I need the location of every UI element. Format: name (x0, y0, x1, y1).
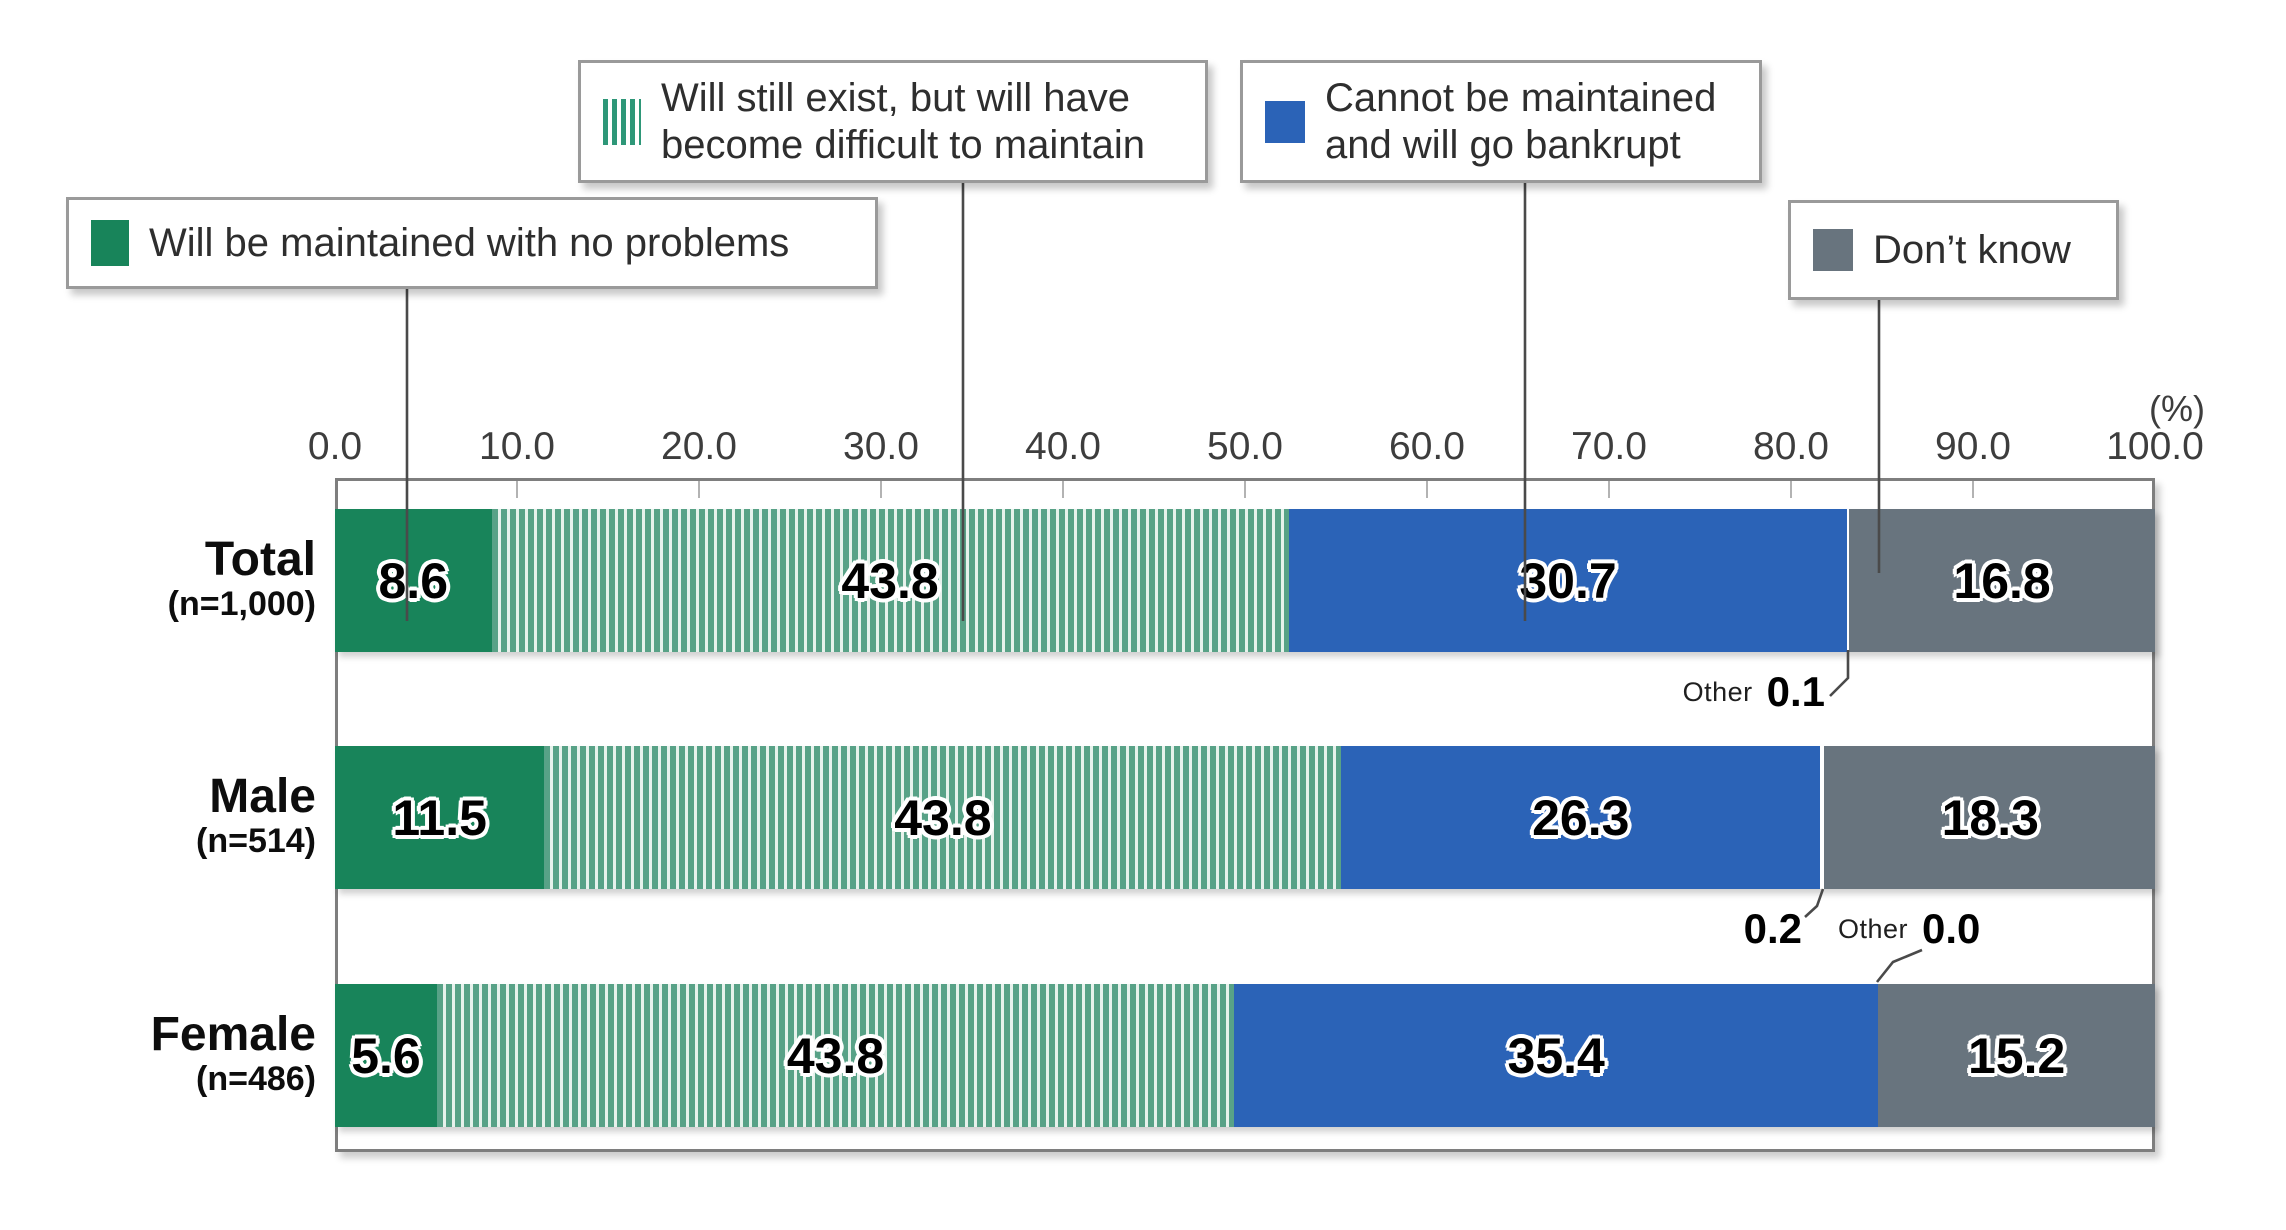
bar-segment-female-difficult: 43.8 (436, 984, 1235, 1127)
legend-no-problems: Will be maintained with no problems (66, 197, 878, 289)
row-label-main: Male (209, 770, 316, 824)
bar-segment-male-difficult: 43.8 (544, 746, 1342, 889)
bar-value-label: 35.4 (1507, 1027, 1605, 1084)
axis-tick-label: 50.0 (1207, 425, 1283, 468)
axis-tick-label: 80.0 (1753, 425, 1829, 468)
legend-bankrupt: Cannot be maintained and will go bankrup… (1240, 60, 1762, 183)
axis-tick-mark (1972, 481, 1974, 498)
row-label-female: Female (n=486) (0, 984, 316, 1127)
legend-swatch-bankrupt-icon (1265, 100, 1305, 143)
bar-value-label: 16.8 (1953, 552, 2051, 609)
axis-tick-mark (1426, 481, 1428, 498)
bar-value-label: 15.2 (1967, 1027, 2066, 1084)
bar-segment-total-dont_know: 16.8 (1849, 509, 2155, 652)
axis-tick-label: 20.0 (661, 425, 737, 468)
axis-tick-mark (698, 481, 700, 498)
bar-total: 8.6 43.8 30.7 16.8 (335, 509, 2155, 652)
row-label-main: Total (204, 533, 316, 587)
legend-dont-know-label: Don’t know (1873, 227, 2071, 272)
legend-swatch-no-problems-icon (91, 220, 129, 266)
axis-tick-label: 0.0 (307, 425, 363, 468)
callout-other-word: Other (1682, 676, 1753, 707)
bar-segment-male-no_problems: 11.5 (335, 746, 545, 889)
legend-bankrupt-label: Cannot be maintained and will go bankrup… (1325, 75, 1717, 167)
bar-value-label: 5.6 (351, 1027, 421, 1084)
bar-value-label: 43.8 (841, 552, 939, 609)
bar-female: 5.6 43.8 35.4 15.2 (335, 984, 2155, 1127)
row-sample-size: (n=1,000) (167, 585, 316, 624)
bar-segment-total-difficult: 43.8 (491, 509, 1289, 652)
legend-no-problems-label: Will be maintained with no problems (149, 220, 790, 265)
axis-tick-label: 90.0 (1935, 425, 2011, 468)
axis-tick-mark (1244, 481, 1246, 498)
bar-segment-female-bankrupt: 35.4 (1234, 984, 1879, 1127)
bar-value-label: 11.5 (392, 789, 487, 846)
row-label-main: Female (150, 1008, 316, 1062)
row-sample-size: (n=486) (196, 1060, 316, 1099)
axis-tick-mark (516, 481, 518, 498)
bar-segment-female-dont_know: 15.2 (1878, 984, 2155, 1127)
callout-other-total: Other 0.1 (1540, 668, 1825, 716)
bar-value-label: 30.7 (1519, 552, 1617, 609)
row-sample-size: (n=514) (196, 822, 316, 861)
axis-unit-label: (%) (2149, 388, 2205, 429)
bar-value-label: 26.3 (1532, 789, 1630, 846)
callout-other-value-total: 0.1 (1766, 668, 1825, 715)
row-label-male: Male (n=514) (0, 746, 316, 889)
bar-segment-total-no_problems: 8.6 (335, 509, 492, 652)
axis-tick-label: 60.0 (1389, 425, 1465, 468)
axis-tick-label: 30.0 (843, 425, 919, 468)
legend-swatch-dont-know-icon (1813, 229, 1853, 271)
bar-segment-female-no_problems: 5.6 (335, 984, 437, 1127)
axis-tick-label: 100.0 (2106, 425, 2204, 468)
legend-difficult-label: Will still exist, but will have become d… (661, 75, 1145, 167)
axis-tick-mark (1790, 481, 1792, 498)
bar-male: 11.5 43.8 26.3 18.3 (335, 746, 2155, 889)
axis-tick-mark (1062, 481, 1064, 498)
legend-swatch-difficult-striped-icon (603, 98, 641, 145)
bar-value-label: 8.6 (378, 552, 449, 609)
bar-segment-male-dont_know: 18.3 (1823, 746, 2155, 889)
axis-tick-mark (1608, 481, 1610, 498)
bar-value-label: 43.8 (786, 1027, 885, 1084)
bar-segment-total-bankrupt: 30.7 (1288, 509, 1848, 652)
axis-tick-label: 70.0 (1571, 425, 1647, 468)
bar-value-label: 18.3 (1941, 789, 2039, 846)
row-label-total: Total (n=1,000) (0, 509, 316, 652)
bar-value-label: 43.8 (894, 789, 992, 846)
legend-difficult: Will still exist, but will have become d… (578, 60, 1208, 183)
axis-tick-label: 40.0 (1025, 425, 1101, 468)
axis-tick-mark (880, 481, 882, 498)
callout-other-value-male: 0.2 (1743, 905, 1802, 952)
bar-segment-male-bankrupt: 26.3 (1341, 746, 1821, 889)
legend-dont-know: Don’t know (1788, 200, 2119, 300)
callout-other-word: Other (1838, 913, 1909, 944)
axis-tick-label: 10.0 (479, 425, 555, 468)
callout-other-value-female: 0.0 (1922, 905, 1981, 952)
callout-other-female: Other 0.0 (1824, 905, 1980, 953)
callout-other-male: 0.2 (1650, 905, 1802, 953)
